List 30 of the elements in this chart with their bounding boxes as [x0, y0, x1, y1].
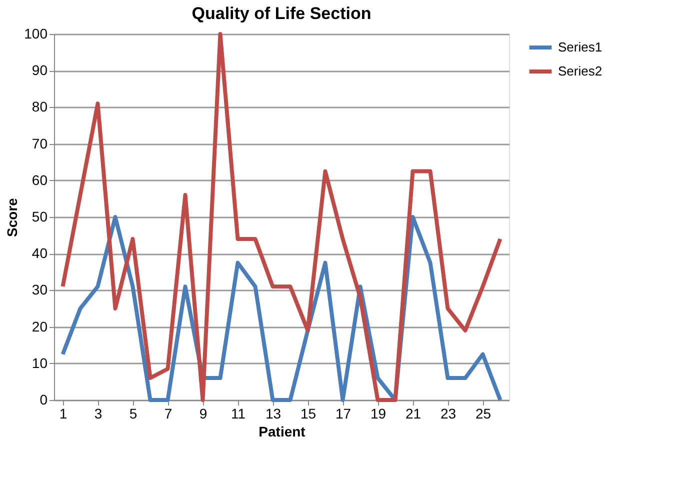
x-axis-title: Patient: [258, 424, 306, 440]
x-tick-label: 19: [370, 406, 386, 422]
legend-label: Series2: [558, 64, 602, 78]
x-tick-label: 17: [335, 406, 352, 422]
y-tick-label: 60: [32, 172, 48, 188]
y-tick-label: 20: [32, 318, 48, 334]
y-tick-label: 10: [32, 354, 48, 371]
x-tick-label: 25: [475, 406, 492, 422]
x-tick-label: 3: [94, 406, 102, 422]
x-tick-label: 15: [300, 406, 316, 422]
y-tick-label: 80: [32, 98, 48, 115]
y-tick-label: 40: [32, 245, 48, 262]
y-tick-label: 90: [32, 62, 48, 78]
legend-label: Series1: [558, 40, 602, 54]
y-tick-label: 0: [40, 392, 48, 408]
x-tick-label: 21: [405, 406, 422, 422]
y-tick-label: 100: [24, 26, 48, 42]
y-tick-label: 50: [32, 208, 48, 224]
x-tick-label: 7: [164, 406, 172, 422]
y-axis-title: Score: [4, 198, 20, 237]
x-tick-label: 11: [230, 406, 246, 422]
chart-title: Quality of Life Section: [192, 4, 372, 23]
line-series: [60, 32, 502, 402]
x-tick-label: 1: [59, 406, 68, 422]
y-tick-label: 30: [32, 282, 48, 298]
x-tick-label: 5: [129, 406, 138, 422]
x-tick-label: 9: [199, 406, 208, 422]
x-tick-label: 23: [440, 406, 456, 422]
x-tick-label: 13: [265, 406, 282, 422]
y-tick-label: 70: [32, 135, 48, 152]
